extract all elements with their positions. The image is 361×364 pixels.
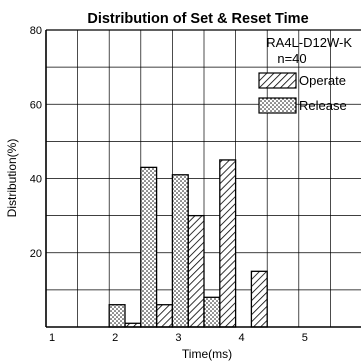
annotation-text: n=40 xyxy=(277,51,306,66)
bars-group xyxy=(108,159,268,328)
bar-operate-1 xyxy=(155,304,174,328)
y-axis-label: Distribution(%) xyxy=(5,139,19,218)
x-tick-label: 1 xyxy=(49,332,55,344)
legend-label-release: Release xyxy=(299,98,347,113)
x-tick-label: 3 xyxy=(175,332,181,344)
y-tick-label: 40 xyxy=(30,174,42,186)
bar-operate-4 xyxy=(250,270,268,328)
bar-release-2 xyxy=(171,174,189,328)
x-tick-label: 2 xyxy=(112,332,118,344)
legend-swatch-release xyxy=(258,97,297,114)
bar-operate-2 xyxy=(187,214,205,328)
bar-release-1 xyxy=(140,166,158,328)
x-tick-label: 5 xyxy=(302,332,308,344)
axes xyxy=(45,29,361,328)
y-tick-label: 20 xyxy=(30,248,42,260)
annotation-text: RA4L-D12W-K xyxy=(266,35,352,50)
legend: Operate Release xyxy=(258,72,347,114)
bar-release-3 xyxy=(203,296,221,328)
legend-swatch-operate xyxy=(258,72,297,89)
chart-annotations: RA4L-D12W-Kn=40 xyxy=(266,35,352,66)
x-axis-label: Time(ms) xyxy=(182,347,232,361)
legend-label-operate: Operate xyxy=(299,73,346,88)
y-tick-label: 80 xyxy=(30,25,42,37)
bar-release-0 xyxy=(108,304,126,328)
bar-operate-3 xyxy=(219,159,237,328)
x-tick-label: 4 xyxy=(239,332,245,344)
y-tick-label: 60 xyxy=(30,99,42,111)
tick-labels: 20406080123456 xyxy=(30,25,308,344)
chart-title: Distribution of Set & Reset Time xyxy=(87,11,308,27)
